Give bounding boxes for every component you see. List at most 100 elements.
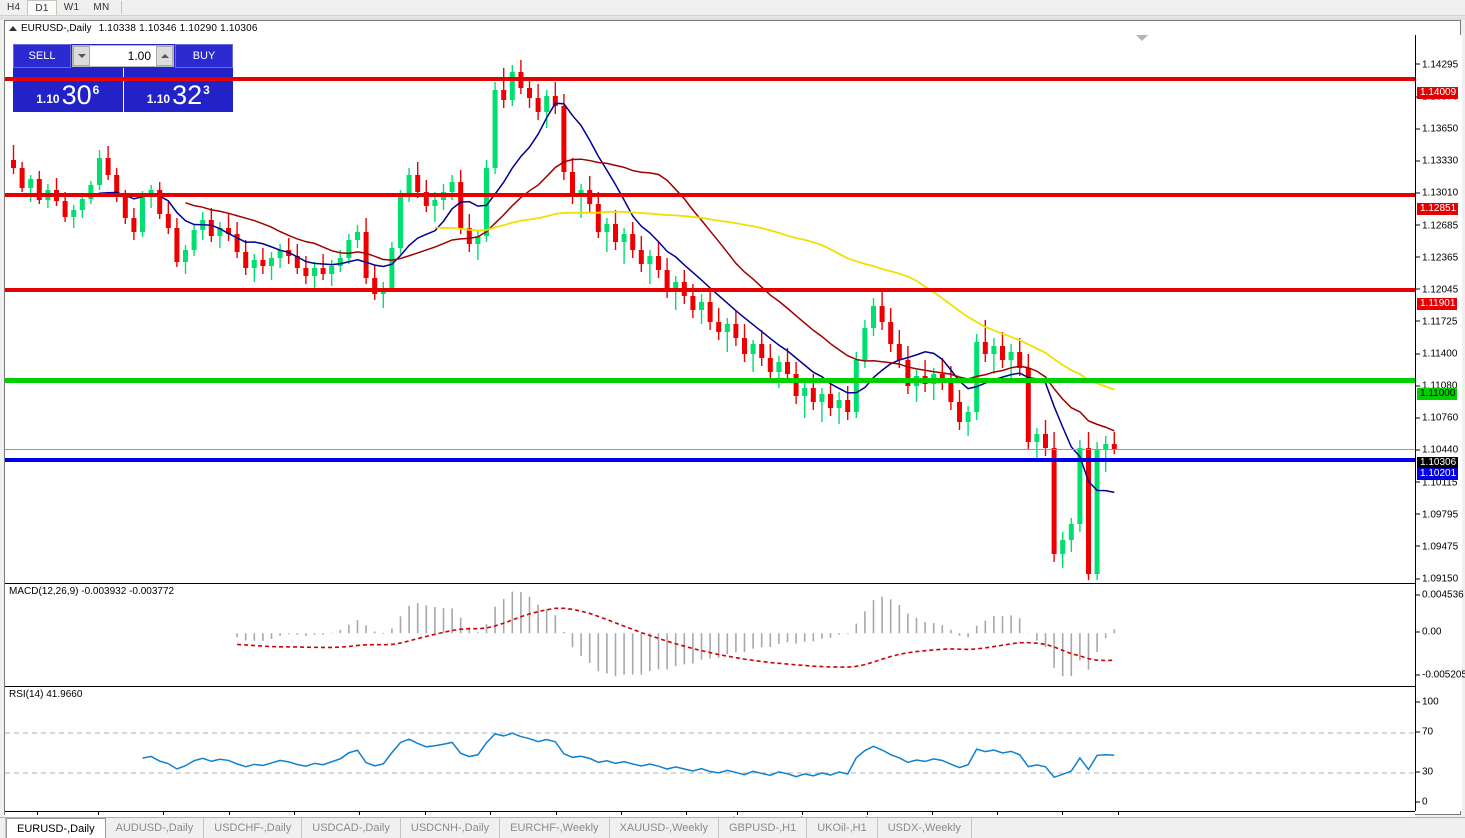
date-tick-mark: [686, 812, 687, 815]
macd-axis: 0.004536 0.00 -0.005205: [1415, 583, 1465, 686]
price-tick: 1.13650: [1416, 124, 1458, 135]
sell-button[interactable]: SELL: [13, 44, 71, 68]
price-level-label-red[interactable]: 1.14009: [1417, 87, 1459, 100]
date-tick-mark: [802, 812, 803, 815]
tabbar-stub: [0, 818, 6, 838]
toolbar-divider: [120, 1, 122, 14]
date-tick-mark: [621, 812, 622, 815]
price-pane: [5, 35, 1415, 580]
date-tick-mark: [294, 812, 295, 815]
sell-price-display[interactable]: 1.10 30 6: [13, 68, 124, 112]
price-level-label-red[interactable]: 1.11901: [1417, 297, 1458, 310]
volume-input[interactable]: 1.00: [127, 49, 151, 63]
volume-increment-button[interactable]: [156, 46, 173, 66]
timeframe-toolbar: H4 D1 W1 MN: [0, 0, 1465, 16]
level-line-red[interactable]: [5, 192, 1415, 197]
date-tick-mark: [37, 812, 38, 815]
macd-label: MACD(12,26,9) -0.003932 -0.003772: [9, 586, 175, 597]
timeframe-button-mn[interactable]: MN: [93, 2, 110, 13]
spinner-up-icon: [160, 54, 169, 58]
chart-tab-xauusd[interactable]: XAUUSD-,Weekly: [610, 818, 719, 838]
date-tick-mark: [98, 812, 99, 815]
rsi-pane: RSI(14) 41.9660: [5, 686, 1415, 811]
level-line-green[interactable]: [5, 378, 1415, 383]
date-tick-mark: [229, 812, 230, 815]
price-tick: 1.12365: [1416, 252, 1458, 263]
price-tick: 1.13010: [1416, 188, 1458, 199]
price-tick: 1.12685: [1416, 220, 1458, 231]
price-level-label-red[interactable]: 1.12851: [1417, 202, 1459, 215]
macd-tick: 0.004536: [1416, 590, 1464, 601]
price-tick: 1.09475: [1416, 541, 1458, 552]
price-tick: 1.09150: [1416, 574, 1458, 585]
macd-pane: MACD(12,26,9) -0.003932 -0.003772: [5, 583, 1415, 683]
candlestick-chart: [11, 60, 1117, 580]
date-tick-mark: [425, 812, 426, 815]
volume-stepper[interactable]: 1.00: [72, 45, 174, 67]
volume-decrement-button[interactable]: [73, 46, 90, 66]
timeframe-button-h4[interactable]: H4: [7, 2, 21, 13]
price-tick: 1.10115: [1416, 477, 1457, 488]
level-line-red[interactable]: [5, 77, 1415, 82]
macd-chart: [236, 591, 1116, 677]
price-tick: 1.10440: [1416, 445, 1458, 456]
horizontal-scrollbar[interactable]: [0, 16, 1465, 20]
sell-price-fraction: 6: [92, 83, 100, 97]
spinner-down-icon: [77, 54, 86, 58]
chart-tab-usdx[interactable]: USDX-,Weekly: [878, 818, 972, 838]
chart-tabbar: EURUSD-,Daily AUDUSD-,Daily USDCHF-,Daily U…: [0, 817, 1465, 838]
rsi-tick: 0: [1416, 797, 1428, 808]
date-tick-mark: [359, 812, 360, 815]
price-tick: 1.11400: [1416, 349, 1457, 360]
chart-tab-ukoil[interactable]: UKOil-,H1: [807, 818, 878, 838]
sell-price-prefix: 1.10: [36, 92, 60, 106]
buy-price-display[interactable]: 1.10 32 3: [124, 68, 234, 112]
rsi-tick: 70: [1416, 727, 1433, 738]
chart-ohlc-values: 1.10338 1.10346 1.10290 1.10306: [98, 22, 258, 34]
timeframe-button-d1[interactable]: D1: [27, 0, 57, 15]
chart-tab-audusd[interactable]: AUDUSD-,Daily: [106, 818, 205, 838]
date-tick-mark: [867, 812, 868, 815]
level-line-red[interactable]: [5, 287, 1415, 292]
date-tick-mark: [997, 812, 998, 815]
price-tick: 1.14295: [1416, 59, 1458, 70]
level-line-blue[interactable]: [5, 457, 1415, 462]
price-level-label-blue[interactable]: 1.10201: [1417, 467, 1459, 480]
chart-tab-usdcnh[interactable]: USDCNH-,Daily: [401, 818, 501, 838]
chart-titlebar: EURUSD-,Daily 1.10338 1.10346 1.10290 1.…: [5, 21, 1460, 35]
date-tick-mark: [737, 812, 738, 815]
buy-button[interactable]: BUY: [175, 44, 233, 68]
price-level-label-green[interactable]: 1.11000: [1417, 388, 1458, 400]
buy-price-fraction: 3: [203, 83, 210, 97]
price-tick: 1.13330: [1416, 156, 1458, 167]
price-tick: 1.11725: [1416, 316, 1457, 327]
rsi-chart: [5, 732, 1415, 779]
chart-tab-eurusd[interactable]: EURUSD-,Daily: [6, 818, 106, 838]
chart-tab-eurchf[interactable]: EURCHF-,Weekly: [500, 818, 610, 838]
rsi-tick: 30: [1416, 767, 1433, 778]
price-level-label-black[interactable]: 1.10306: [1417, 457, 1459, 470]
chart-tab-gbpusd[interactable]: GBPUSD-,H1: [719, 818, 808, 838]
macd-tick: 0.00: [1416, 627, 1441, 638]
chart-tab-usdchf[interactable]: USDCHF-,Daily: [204, 818, 303, 838]
date-tick-mark: [1062, 812, 1063, 815]
price-axis[interactable]: 1.142951.139701.136501.133301.130101.126…: [1415, 35, 1462, 585]
date-tick-mark: [1118, 812, 1119, 815]
macd-tick: -0.005205: [1416, 670, 1465, 681]
date-tick-mark: [163, 812, 164, 815]
rsi-label: RSI(14) 41.9660: [9, 689, 83, 700]
price-tick: 1.11080: [1416, 381, 1457, 392]
price-tick: 1.10760: [1416, 413, 1458, 424]
rsi-tick: 100: [1416, 697, 1439, 708]
timeframe-button-w1[interactable]: W1: [63, 2, 80, 13]
rsi-axis: 100 70 30 0: [1415, 686, 1462, 811]
level-line-black[interactable]: [5, 449, 1415, 451]
chart-symbol-label: EURUSD-,Daily: [21, 22, 92, 34]
triangle-up-icon[interactable]: [9, 25, 17, 31]
sell-price-main: 30: [61, 80, 92, 110]
chart-tab-usdcad[interactable]: USDCAD-,Daily: [302, 818, 401, 838]
chart-marker-icon: [1136, 35, 1148, 41]
price-tick: 1.12045: [1416, 284, 1458, 295]
date-tick-mark: [490, 812, 491, 815]
